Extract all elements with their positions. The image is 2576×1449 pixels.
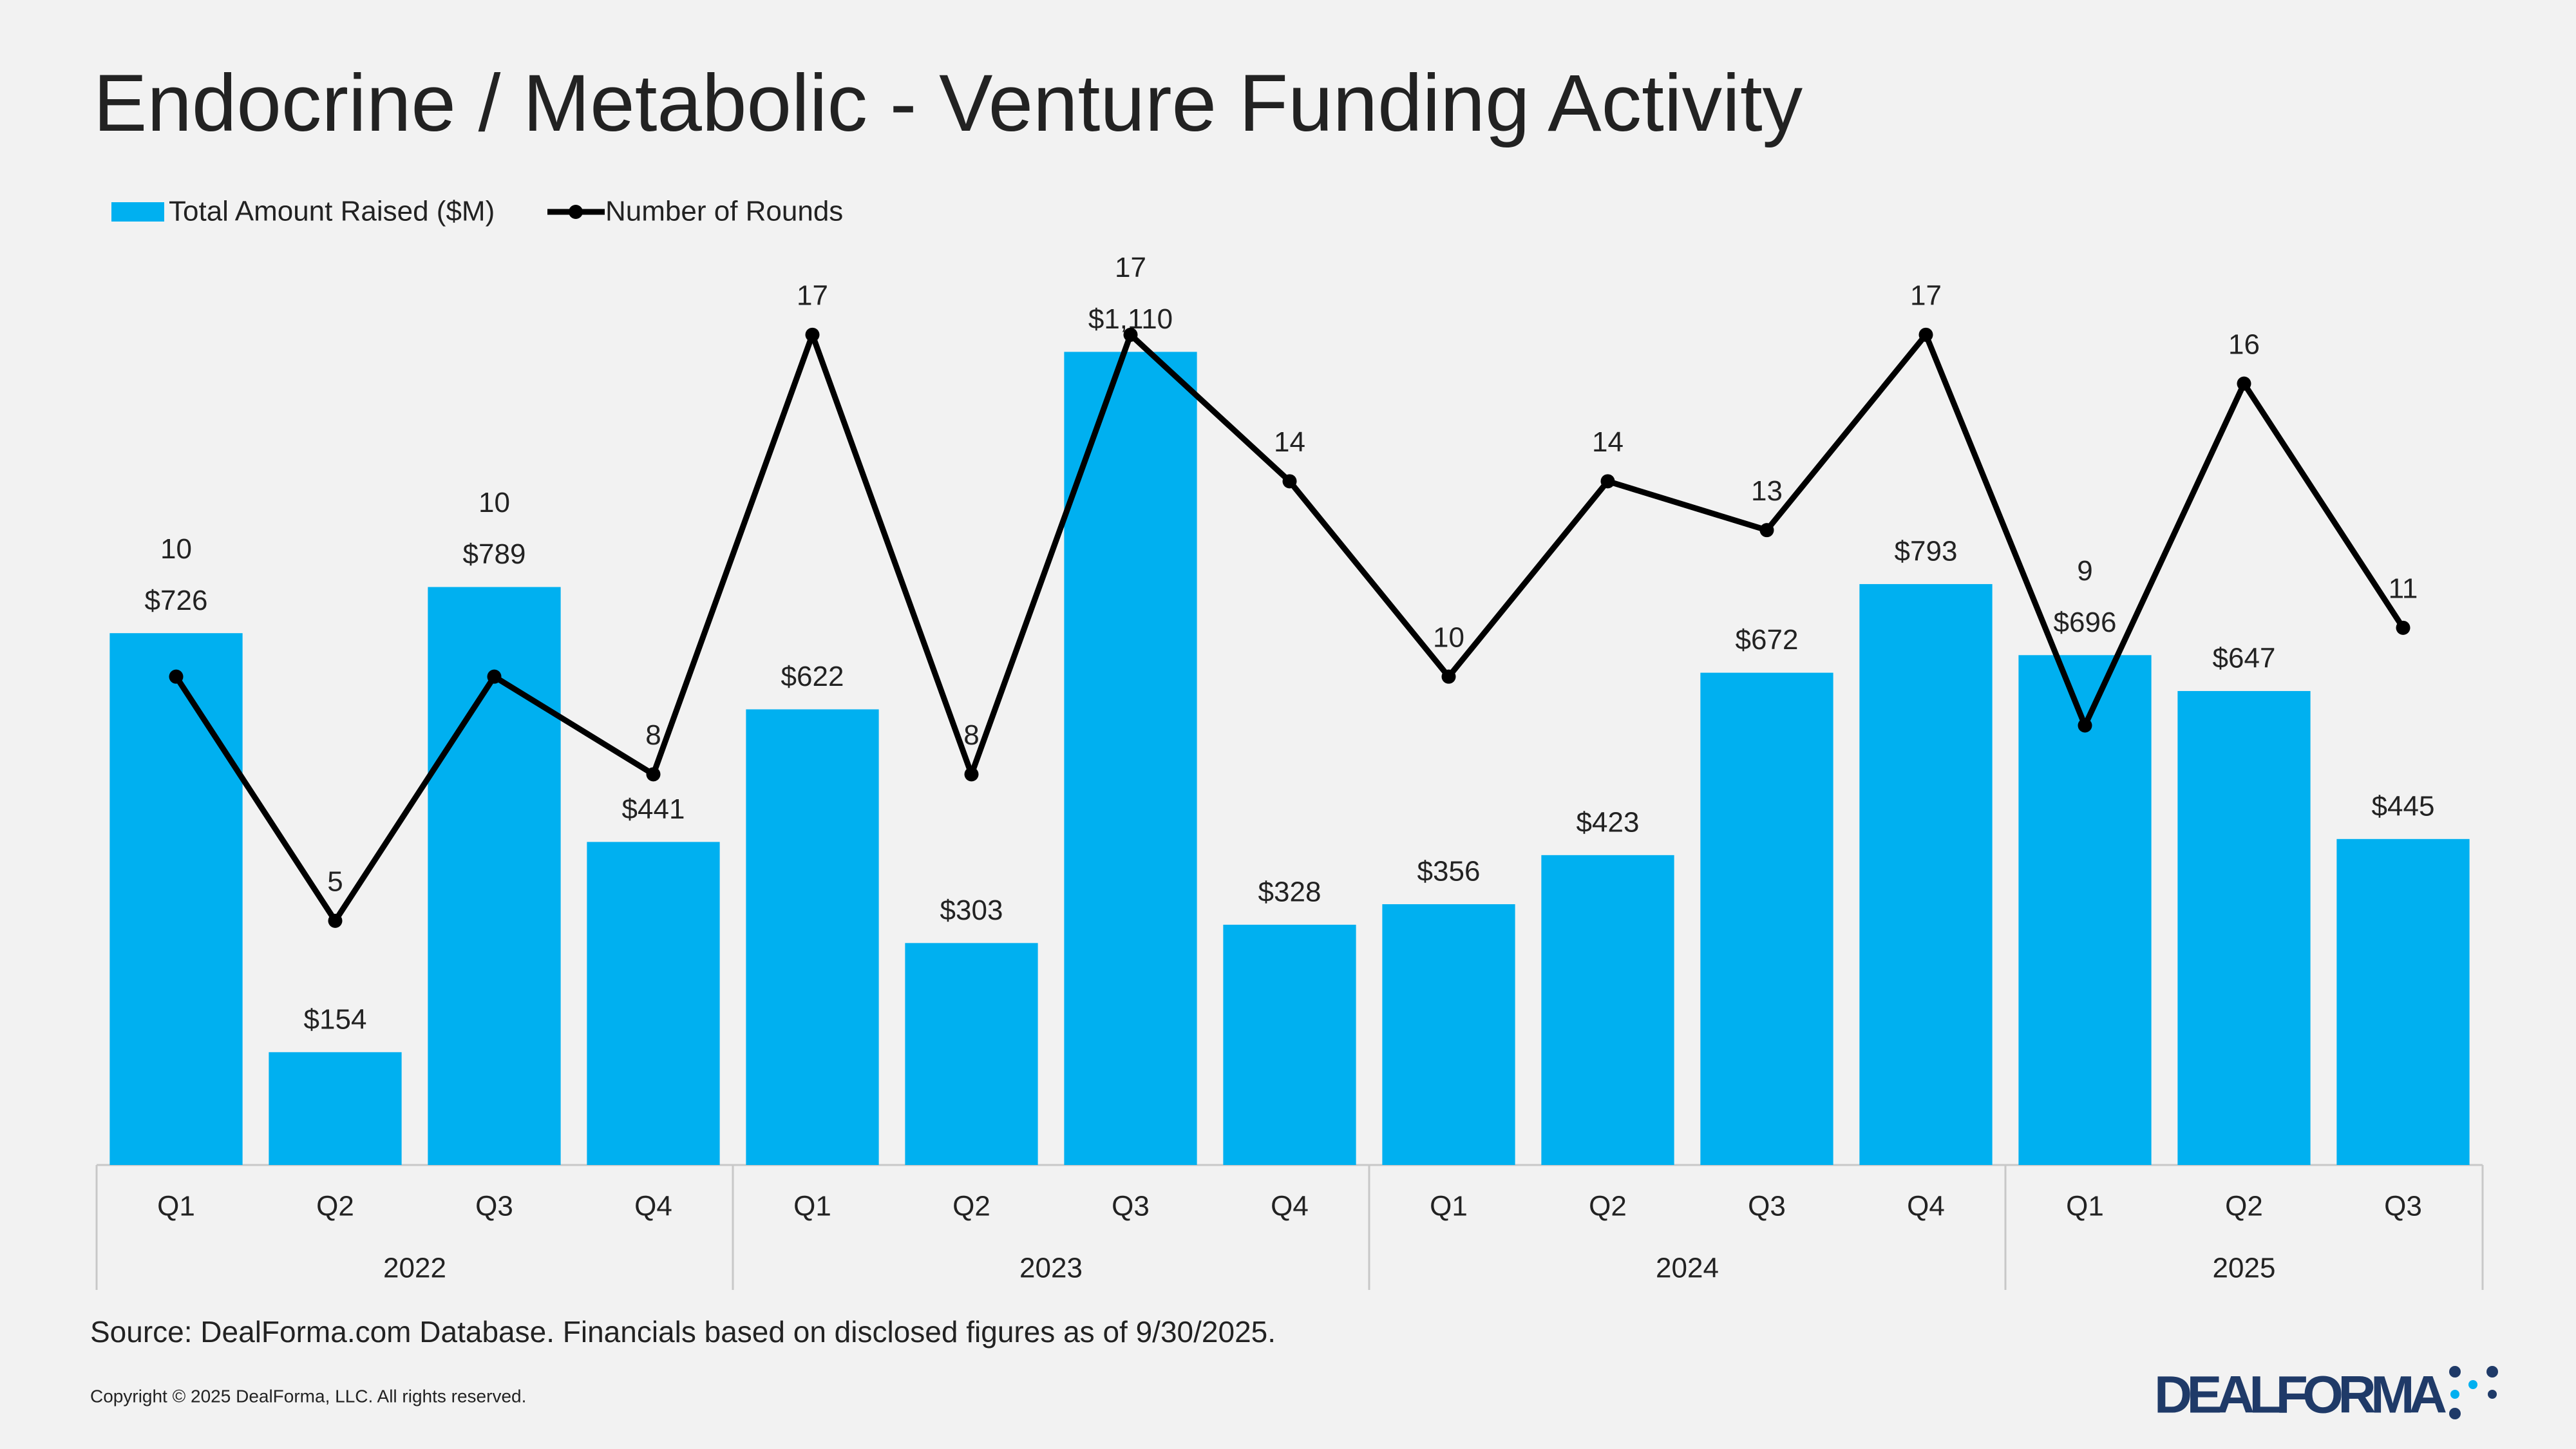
line-marker xyxy=(1600,474,1615,489)
line-value-label: 9 xyxy=(2077,555,2092,587)
legend-label: Number of Rounds xyxy=(605,196,843,227)
group-label: 2023 xyxy=(1019,1253,1083,1284)
line-value-label: 14 xyxy=(1274,426,1305,458)
legend-swatch-bar xyxy=(111,202,164,222)
bar xyxy=(1064,352,1197,1165)
x-tick-label: Q4 xyxy=(1271,1191,1309,1222)
legend-label: Total Amount Raised ($M) xyxy=(169,196,495,227)
bar-value-label: $726 xyxy=(145,585,208,616)
legend-swatch-marker xyxy=(569,205,583,219)
x-tick-label: Q2 xyxy=(952,1191,990,1222)
bar xyxy=(109,633,243,1165)
line-marker xyxy=(1441,669,1456,684)
logo: DEALFORMA xyxy=(2154,1366,2447,1425)
bar-value-label: $696 xyxy=(2054,607,2117,638)
line-marker xyxy=(2396,620,2410,635)
line-value-label: 10 xyxy=(478,487,510,518)
x-tick-label: Q2 xyxy=(2225,1191,2263,1222)
bar-value-label: $423 xyxy=(1577,806,1640,838)
line-value-label: 10 xyxy=(1433,621,1464,653)
line-value-label: 8 xyxy=(963,719,979,751)
bar-value-label: $789 xyxy=(463,538,526,570)
line-marker xyxy=(805,327,820,342)
bar-value-label: $672 xyxy=(1736,624,1799,656)
line-marker xyxy=(1918,327,1933,342)
bar xyxy=(905,943,1038,1165)
line-marker xyxy=(646,767,661,782)
bar xyxy=(1382,904,1515,1165)
bar xyxy=(1541,855,1674,1165)
x-tick-label: Q3 xyxy=(1748,1191,1786,1222)
line-marker xyxy=(2237,376,2251,391)
line-marker xyxy=(328,913,343,928)
line-value-label: 17 xyxy=(1115,252,1146,283)
line-value-label: 13 xyxy=(1751,475,1783,507)
bar xyxy=(2336,838,2470,1165)
bar xyxy=(746,709,879,1165)
copyright: Copyright © 2025 DealForma, LLC. All rig… xyxy=(90,1386,526,1406)
x-tick-label: Q3 xyxy=(475,1191,513,1222)
bar-value-label: $622 xyxy=(781,661,844,692)
line-marker xyxy=(2078,718,2092,733)
line-value-label: 8 xyxy=(645,719,661,751)
group-label: 2025 xyxy=(2213,1253,2276,1284)
bar-value-label: $793 xyxy=(1895,536,1958,567)
bar xyxy=(269,1052,402,1165)
x-tick-label: Q1 xyxy=(157,1191,195,1222)
bar xyxy=(1859,583,1993,1165)
x-tick-label: Q1 xyxy=(1430,1191,1468,1222)
x-tick-label: Q4 xyxy=(1907,1191,1945,1222)
line-value-label: 14 xyxy=(1592,426,1624,458)
group-label: 2022 xyxy=(383,1253,446,1284)
bar-value-label: $303 xyxy=(940,895,1003,926)
line-value-label: 11 xyxy=(2389,573,2418,604)
x-tick-label: Q1 xyxy=(2066,1191,2104,1222)
bar-value-label: $356 xyxy=(1417,856,1481,887)
bar xyxy=(1223,924,1356,1165)
line-marker xyxy=(1123,327,1138,342)
x-tick-label: Q4 xyxy=(634,1191,672,1222)
line-marker xyxy=(1759,523,1774,538)
x-tick-label: Q3 xyxy=(2384,1191,2422,1222)
x-tick-label: Q1 xyxy=(793,1191,831,1222)
line-value-label: 10 xyxy=(160,533,192,565)
bar xyxy=(1700,672,1833,1165)
x-tick-label: Q2 xyxy=(316,1191,354,1222)
bar xyxy=(2018,655,2152,1165)
x-tick-label: Q2 xyxy=(1589,1191,1627,1222)
bar xyxy=(587,842,720,1165)
bar xyxy=(2177,691,2311,1165)
bar-value-label: $647 xyxy=(2213,643,2276,674)
bar-value-label: $441 xyxy=(622,793,685,825)
bar-value-label: $328 xyxy=(1258,876,1321,908)
line-value-label: 16 xyxy=(2228,328,2260,360)
line-value-label: 5 xyxy=(327,866,343,897)
line-marker xyxy=(487,669,502,684)
bar-value-label: $445 xyxy=(2372,790,2435,822)
bar-value-label: $154 xyxy=(304,1003,367,1035)
logo-dots xyxy=(2449,1366,2498,1419)
group-label: 2024 xyxy=(1656,1253,1719,1284)
chart-title: Endocrine / Metabolic - Venture Funding … xyxy=(93,59,1803,148)
source-note: Source: DealForma.com Database. Financia… xyxy=(90,1315,1276,1349)
line-marker xyxy=(964,767,979,782)
line-marker xyxy=(1282,474,1297,489)
line-value-label: 17 xyxy=(797,279,828,311)
x-tick-label: Q3 xyxy=(1112,1191,1150,1222)
line-marker xyxy=(169,669,184,684)
line-value-label: 17 xyxy=(1910,279,1942,311)
